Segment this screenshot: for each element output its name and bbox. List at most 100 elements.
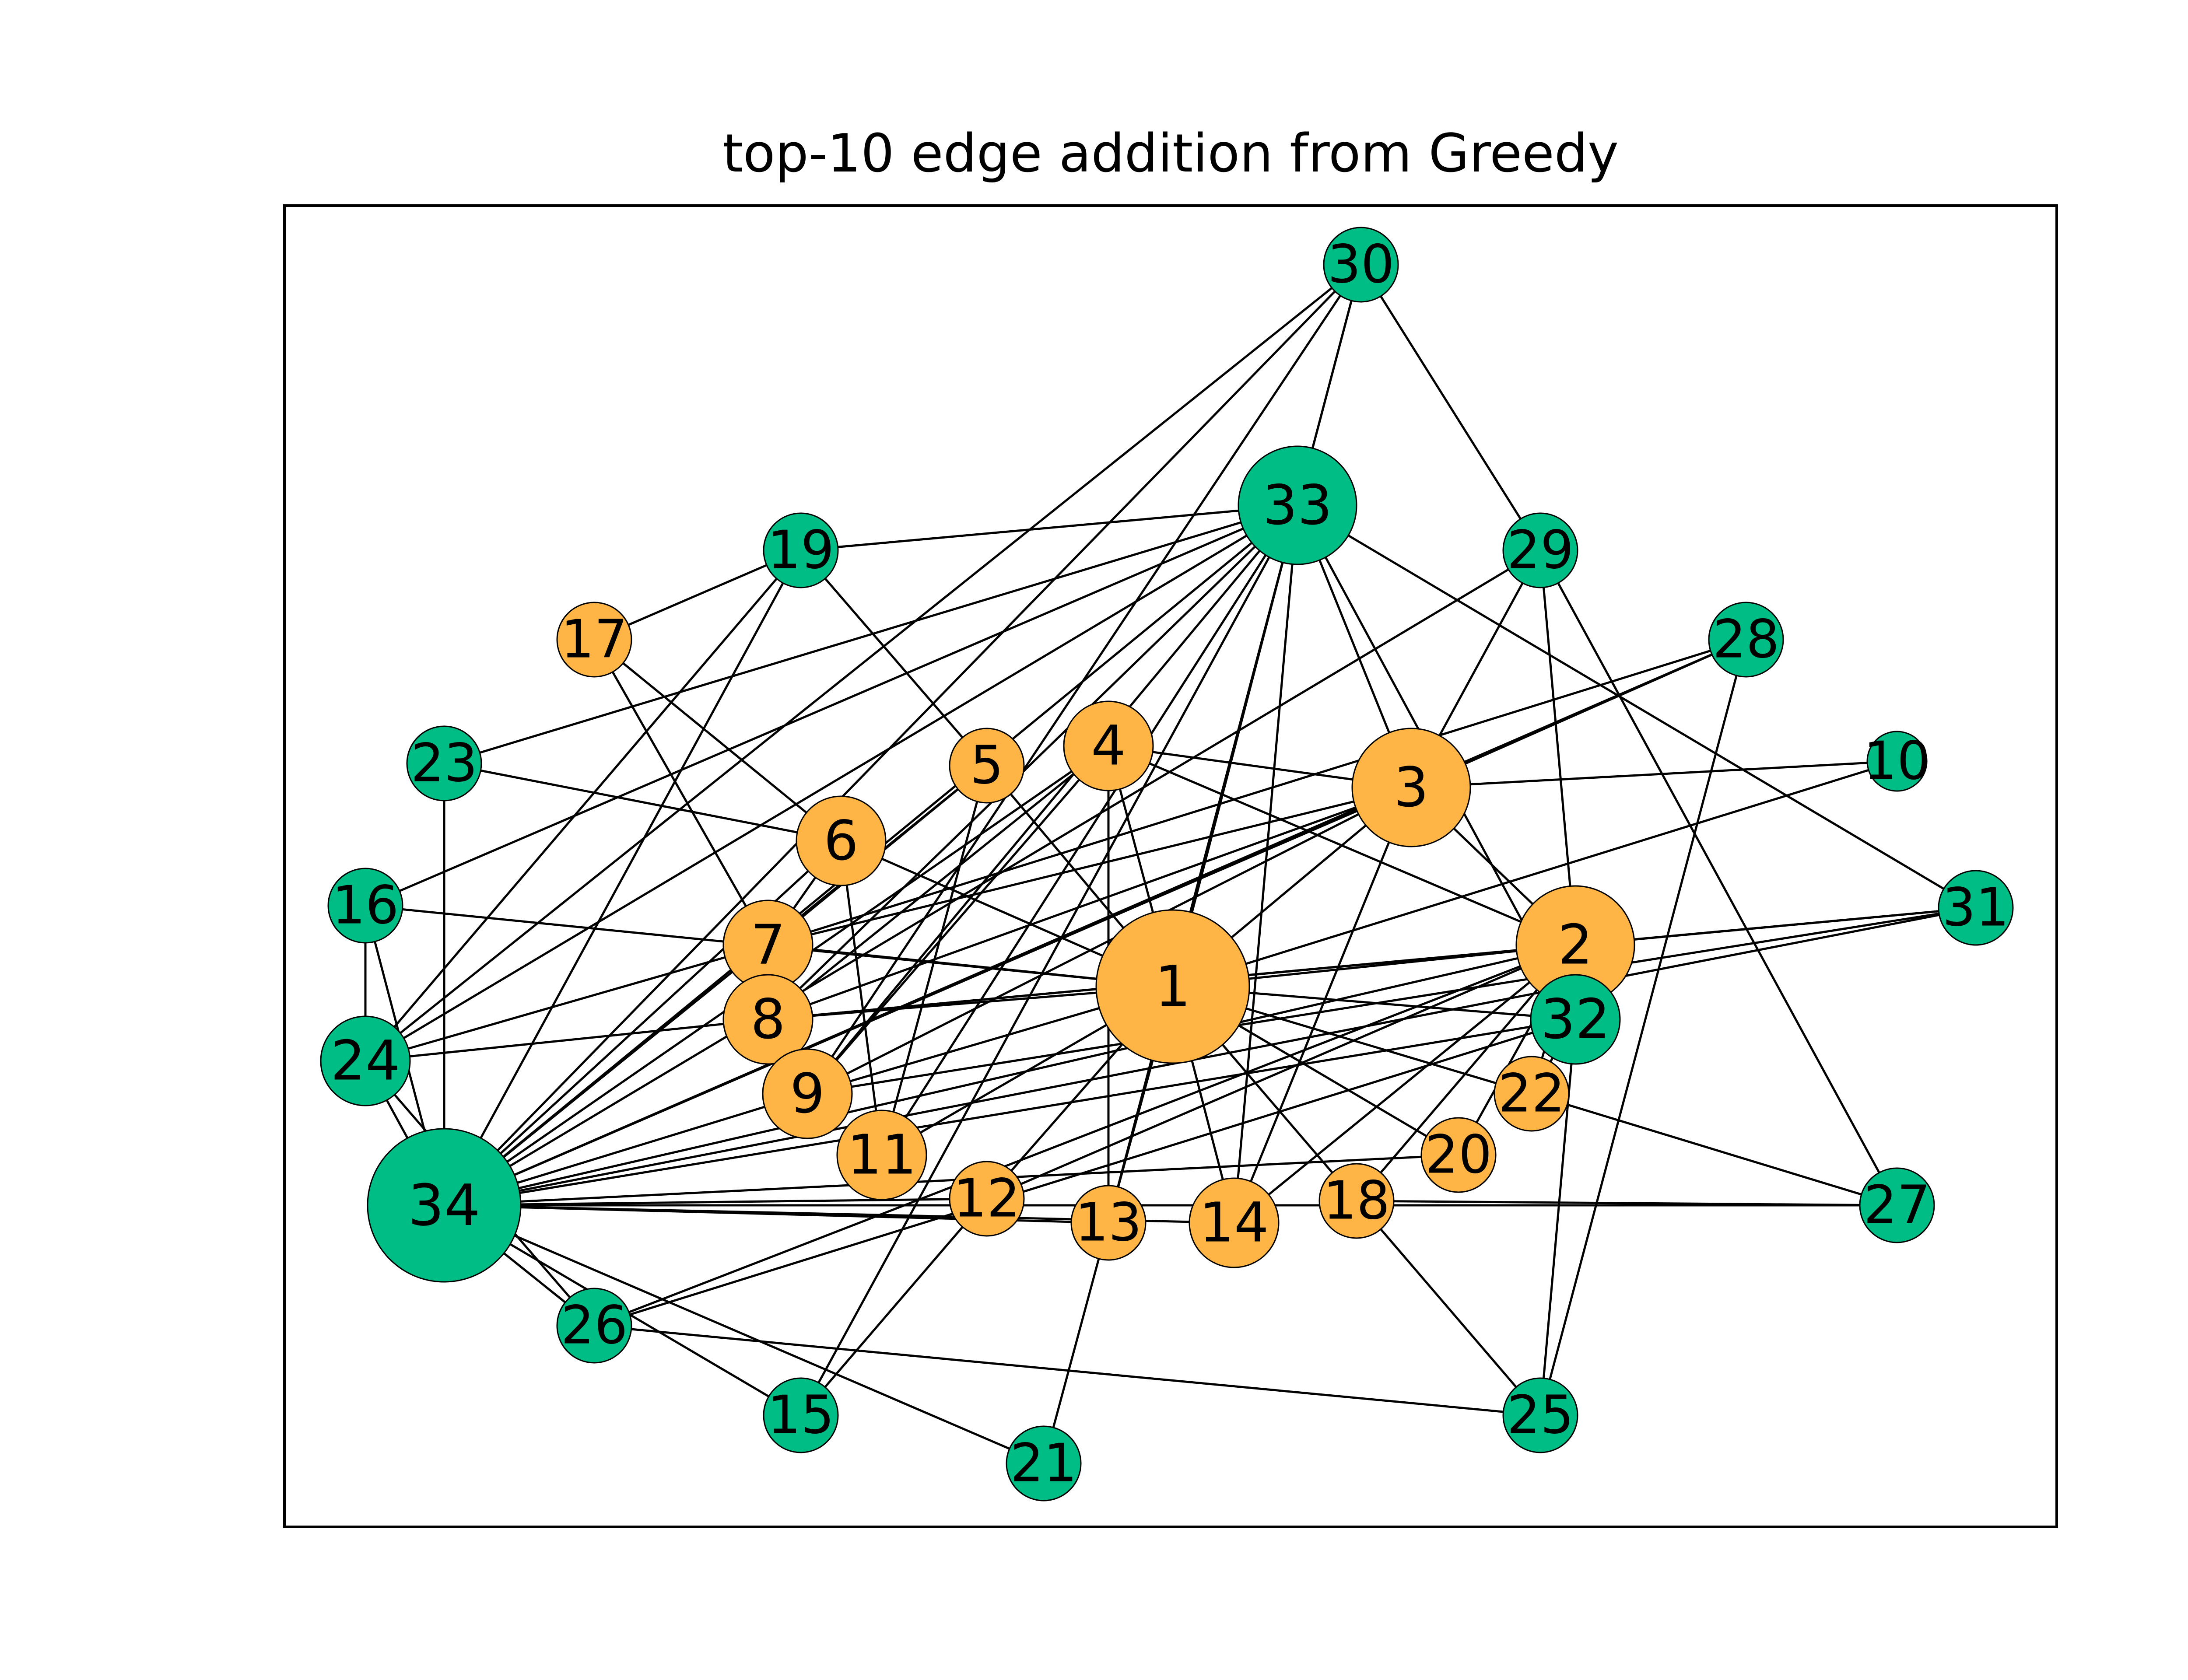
node-circle-9: [762, 1048, 853, 1139]
node-circle-27: [1859, 1167, 1935, 1243]
node-circle-31: [1938, 870, 2014, 946]
edge-4-8: [767, 745, 1109, 1020]
node-label-31: 31: [1943, 878, 2009, 938]
edge-29-30: [1360, 264, 1542, 551]
edge-6-23: [444, 762, 842, 842]
node-29: 29: [1502, 512, 1578, 588]
node-13: 13: [1070, 1185, 1147, 1261]
node-30: 30: [1323, 227, 1399, 303]
node-1: 1: [1095, 909, 1250, 1064]
edge-11-33: [880, 504, 1299, 1156]
edge-6-11: [840, 840, 883, 1155]
node-circle-20: [1420, 1117, 1497, 1193]
edge-2-26: [594, 944, 1576, 1327]
edge-29-34: [443, 549, 1541, 1207]
node-label-28: 28: [1713, 609, 1780, 670]
node-label-10: 10: [1864, 731, 1931, 792]
node-circle-17: [556, 602, 632, 678]
edge-25-28: [1539, 639, 1747, 1416]
node-circle-19: [763, 512, 839, 588]
node-label-30: 30: [1328, 234, 1395, 295]
edge-32-34: [444, 1018, 1576, 1207]
node-label-14: 14: [1199, 1191, 1269, 1255]
node-circle-23: [406, 725, 482, 802]
node-label-20: 20: [1425, 1125, 1492, 1186]
node-18: 18: [1318, 1163, 1395, 1239]
edge-26-32: [594, 1018, 1576, 1327]
node-label-21: 21: [1010, 1433, 1077, 1494]
node-label-32: 32: [1540, 988, 1610, 1051]
edge-1-10: [1172, 760, 1897, 988]
edge-24-30: [365, 264, 1362, 1062]
edge-6-17: [593, 639, 842, 842]
node-label-19: 19: [768, 520, 835, 581]
node-label-11: 11: [847, 1124, 916, 1187]
node-circle-11: [836, 1110, 927, 1200]
node-circle-22: [1494, 1056, 1570, 1132]
edge-13-21: [1042, 1222, 1110, 1464]
node-circle-30: [1323, 227, 1399, 303]
node-32: 32: [1530, 974, 1621, 1065]
edge-7-28: [768, 638, 1746, 946]
node-circle-24: [320, 1015, 411, 1106]
edge-22-27: [1531, 1092, 1897, 1207]
node-circle-15: [763, 1377, 839, 1453]
node-14: 14: [1189, 1177, 1280, 1268]
node-label-22: 22: [1498, 1064, 1565, 1124]
node-31: 31: [1938, 870, 2014, 946]
node-circle-5: [949, 728, 1025, 804]
node-circle-1: [1095, 909, 1250, 1064]
edge-3-8: [768, 786, 1412, 1021]
node-circle-14: [1189, 1177, 1280, 1268]
node-9: 9: [762, 1048, 853, 1139]
node-circle-33: [1238, 445, 1357, 565]
edge-2-34: [444, 944, 1576, 1207]
node-3: 3: [1351, 728, 1471, 847]
node-25: 25: [1502, 1377, 1578, 1453]
node-circle-18: [1318, 1163, 1395, 1239]
node-label-16: 16: [332, 875, 399, 936]
node-label-6: 6: [824, 809, 859, 873]
node-label-23: 23: [411, 733, 478, 794]
edge-2-14: [1233, 944, 1576, 1224]
node-label-1: 1: [1155, 953, 1191, 1020]
edge-16-33: [365, 504, 1298, 907]
node-circle-6: [796, 795, 887, 886]
node-circle-4: [1063, 700, 1154, 791]
node-22: 22: [1494, 1056, 1570, 1132]
edge-3-14: [1233, 787, 1413, 1223]
edge-14-33: [1233, 505, 1299, 1223]
edge-31-33: [1297, 504, 1977, 909]
edge-2-4: [1108, 745, 1576, 946]
edge-25-26: [594, 1324, 1541, 1417]
node-label-17: 17: [561, 609, 628, 670]
node-circle-25: [1502, 1377, 1578, 1453]
edge-19-24: [365, 550, 802, 1062]
node-8: 8: [722, 974, 813, 1065]
node-label-29: 29: [1507, 520, 1574, 581]
node-label-9: 9: [790, 1062, 825, 1126]
edge-20-34: [444, 1154, 1459, 1207]
node-16: 16: [327, 868, 403, 944]
edge-30-34: [443, 264, 1362, 1206]
node-17: 17: [556, 602, 632, 678]
edge-31-34: [444, 906, 1976, 1207]
node-circle-8: [722, 974, 813, 1065]
node-15: 15: [763, 1377, 839, 1453]
node-circle-21: [1006, 1425, 1082, 1502]
node-circle-12: [949, 1161, 1025, 1237]
node-24: 24: [320, 1015, 411, 1106]
node-label-24: 24: [330, 1029, 400, 1093]
node-33: 33: [1238, 445, 1357, 565]
node-circle-29: [1502, 512, 1578, 588]
node-6: 6: [796, 795, 887, 886]
edge-3-10: [1411, 760, 1897, 789]
edge-7-17: [593, 639, 769, 946]
edge-8-33: [767, 504, 1298, 1020]
node-21: 21: [1006, 1425, 1082, 1502]
edge-24-33: [365, 504, 1298, 1062]
edge-8-24: [365, 1018, 768, 1062]
node-12: 12: [949, 1161, 1025, 1237]
node-5: 5: [949, 728, 1025, 804]
node-label-34: 34: [408, 1172, 480, 1239]
